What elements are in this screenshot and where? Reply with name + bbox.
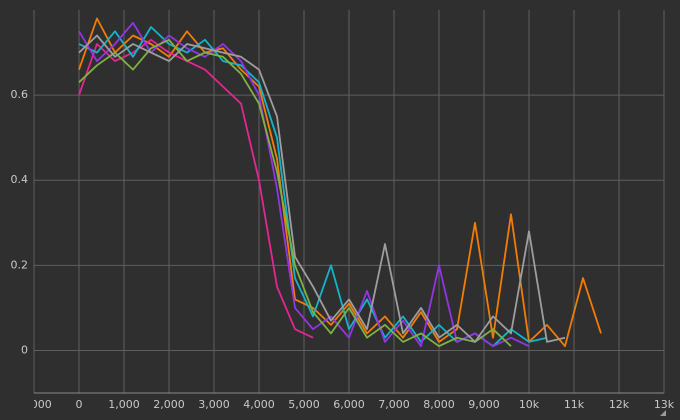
series-line	[78, 34, 566, 343]
x-tick-label: 11k	[564, 398, 585, 411]
series-line	[78, 38, 314, 339]
x-tick-labels: -1,000 0 1,000 2,000 3,000 4,000 5,000 6,000 7,0…	[16, 398, 675, 411]
plot-area	[78, 17, 602, 348]
y-tick-label: 0	[21, 343, 28, 356]
x-tick-label: 12k	[609, 398, 630, 411]
x-tick-label: 2,000	[153, 398, 185, 411]
grid	[33, 10, 665, 393]
y-tick-label: 0.6	[11, 88, 29, 101]
resize-icon[interactable]	[660, 410, 666, 416]
series-line	[78, 17, 602, 348]
x-tick-label: 0	[76, 398, 83, 411]
x-tick-label: 7,000	[378, 398, 410, 411]
x-tick-label: 13k	[654, 398, 675, 411]
series-line	[78, 21, 530, 348]
x-tick-label: 1,000	[108, 398, 140, 411]
series-line	[78, 38, 512, 348]
y-tick-label: 0.4	[11, 173, 29, 186]
x-tick-label: 3,000	[198, 398, 230, 411]
x-tick-label: 8,000	[423, 398, 455, 411]
x-tick-label: -1,000	[16, 398, 51, 411]
x-tick-label: 5,000	[288, 398, 320, 411]
y-tick-label: 0.2	[11, 258, 29, 271]
x-tick-label: 10k	[519, 398, 540, 411]
x-tick-label: 6,000	[333, 398, 365, 411]
x-tick-label: 4,000	[243, 398, 275, 411]
x-tick-label: 9,000	[468, 398, 500, 411]
